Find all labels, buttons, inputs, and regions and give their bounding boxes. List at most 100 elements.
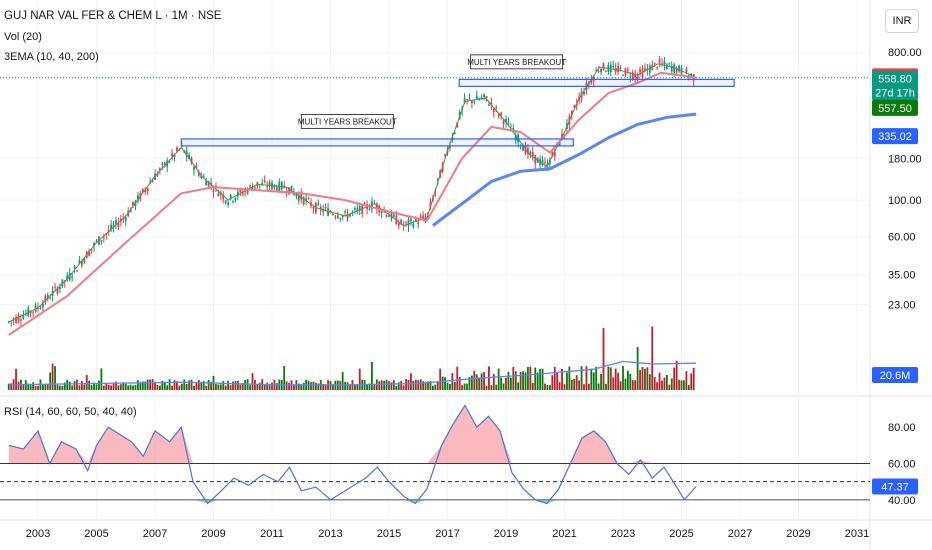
candle-body: [534, 155, 537, 164]
volume-bar: [251, 373, 254, 390]
volume-bar: [441, 376, 444, 390]
candle-body: [468, 98, 471, 100]
candle-body: [422, 215, 425, 219]
volume-bar: [534, 367, 537, 390]
volume-bar: [449, 383, 451, 390]
candle-body: [480, 97, 483, 99]
candle-body: [39, 308, 42, 310]
rsi-overbought-fill: [8, 405, 697, 464]
volume-bar: [641, 366, 644, 390]
volume-bar: [605, 383, 607, 390]
candle-body: [473, 101, 476, 103]
candle-body: [66, 275, 69, 280]
candle-body: [71, 276, 74, 278]
candle-body: [322, 209, 325, 212]
candle-body: [663, 61, 666, 65]
volume-bar: [388, 381, 390, 390]
volume-bar: [473, 370, 476, 390]
x-tick-label: 2031: [845, 528, 869, 540]
volume-bar: [466, 383, 468, 390]
volume-bar: [470, 375, 473, 390]
volume-bar: [132, 385, 134, 390]
volume-bar: [134, 385, 137, 390]
volume-bar: [514, 371, 517, 390]
volume-bar: [619, 381, 622, 390]
x-tick-label: 2019: [494, 528, 518, 540]
candle-body: [390, 212, 393, 220]
candle-body: [7, 321, 10, 323]
candle-body: [215, 185, 217, 187]
volume-bar: [529, 366, 532, 390]
candle-body: [614, 68, 617, 73]
candle-body: [280, 182, 283, 190]
candle-body: [17, 315, 20, 321]
volume-bar: [431, 385, 434, 390]
candle-body: [32, 311, 35, 313]
volume-bar: [629, 373, 632, 390]
volume-bar: [102, 385, 105, 390]
volume-bar: [329, 381, 332, 390]
candle-body: [93, 243, 95, 247]
volume-bar: [500, 377, 503, 390]
y-tick-label: 800.00: [888, 47, 922, 59]
candle-body: [341, 215, 344, 217]
volume-bar: [95, 384, 98, 390]
volume-bar: [548, 385, 551, 390]
candle-body: [263, 180, 266, 183]
volume-bar: [390, 382, 393, 390]
volume-bar: [385, 379, 388, 390]
candle-body: [261, 182, 264, 186]
candle-body: [397, 222, 400, 226]
volume-bar: [193, 385, 195, 390]
candle-body: [56, 288, 59, 294]
candle-body: [553, 152, 556, 157]
candle-body: [670, 66, 673, 72]
volume-bar: [458, 376, 461, 390]
candle-body: [388, 215, 390, 217]
volume-bar: [100, 368, 103, 390]
volume-bar: [407, 379, 410, 390]
candle-body: [414, 217, 417, 221]
volume-bar: [144, 381, 147, 390]
volume-bar: [34, 385, 37, 390]
candle-body: [22, 315, 25, 319]
volume-bar: [141, 381, 144, 390]
candle-body: [495, 106, 498, 108]
candle-body: [336, 215, 339, 218]
candle-body: [385, 214, 388, 217]
volume-bar: [668, 384, 671, 390]
volume-bar: [205, 385, 208, 390]
volume-bar: [275, 383, 278, 390]
y-tick-label: 23.00: [888, 300, 916, 312]
volume-bar: [83, 384, 86, 390]
candle-body: [583, 91, 585, 95]
volume-bar: [646, 367, 649, 390]
candle-body: [644, 68, 646, 71]
volume-bar: [490, 385, 493, 390]
candle-body: [356, 208, 359, 211]
volume-bar: [563, 384, 566, 390]
volume-bar: [302, 382, 305, 390]
candle-body: [531, 152, 534, 158]
candle-body: [514, 134, 517, 141]
candle-body: [297, 195, 300, 201]
volume-bar: [497, 368, 500, 390]
x-tick-label: 2013: [318, 528, 342, 540]
volume-bar: [665, 374, 668, 390]
currency-button[interactable]: INR: [885, 9, 919, 33]
candle-body: [102, 236, 105, 238]
candle-body: [41, 303, 44, 308]
candle-body: [236, 191, 239, 197]
volume-bar: [71, 385, 74, 390]
candle-body: [34, 305, 37, 312]
candle-body: [158, 168, 161, 171]
volume-bar: [88, 380, 91, 390]
candle-body: [266, 186, 269, 188]
y-tick-label: 35.00: [888, 270, 916, 282]
candle-body: [49, 298, 52, 300]
volume-bar: [232, 381, 234, 390]
candle-body: [176, 147, 178, 152]
candle-body: [617, 65, 620, 72]
candle-body: [290, 185, 293, 193]
